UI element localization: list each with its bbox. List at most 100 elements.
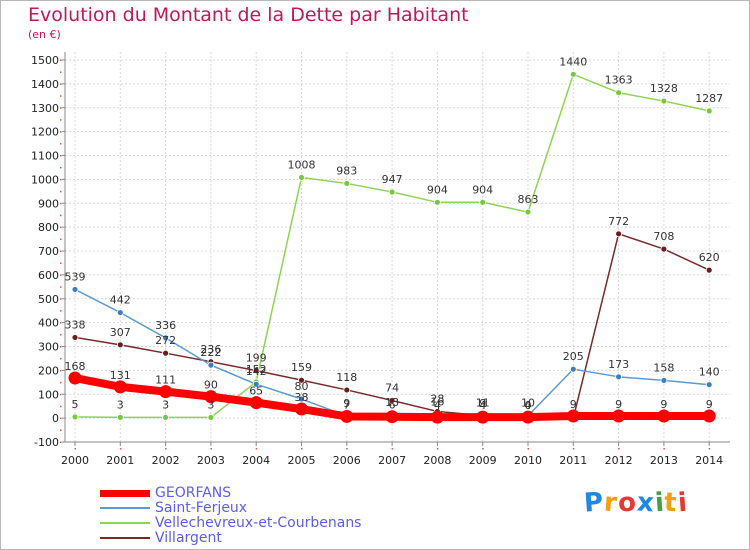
- data-label-saint-ferjeux: 222: [200, 346, 221, 359]
- data-label-villargent: 159: [291, 361, 312, 374]
- data-label-georfans: 9: [706, 398, 713, 411]
- data-label-georfans: 4: [479, 399, 486, 412]
- y-minor-tick: [60, 238, 62, 241]
- data-label-villargent: 11: [476, 396, 490, 409]
- data-point-georfans: [521, 410, 535, 424]
- y-minor-tick: [60, 155, 62, 157]
- data-point-saint-ferjeux: [252, 380, 260, 388]
- x-tick-label: 2004: [242, 454, 270, 467]
- data-label-vellechevreux-et-courbenans: 947: [382, 173, 403, 186]
- y-minor-tick: [60, 131, 62, 133]
- data-point-villargent: [298, 376, 305, 384]
- y-minor-tick: [60, 286, 62, 288]
- y-tick-label: 1300: [31, 102, 59, 115]
- data-point-georfans: [340, 409, 354, 423]
- data-point-georfans: [702, 409, 716, 423]
- logo-letter: i: [676, 487, 689, 519]
- y-minor-tick: [60, 262, 62, 264]
- y-minor-tick: [60, 298, 62, 300]
- data-label-villargent: 338: [65, 318, 86, 331]
- data-point-vellechevreux-et-courbenans: [207, 414, 215, 421]
- data-label-saint-ferjeux: 158: [653, 361, 674, 374]
- x-tick-label: 2010: [514, 454, 542, 467]
- y-minor-tick: [60, 429, 62, 432]
- data-label-vellechevreux-et-courbenans: 3: [207, 398, 214, 411]
- y-minor-tick: [60, 83, 62, 85]
- data-label-vellechevreux-et-courbenans: 1440: [559, 55, 587, 68]
- legend-label-vellechevreux: Vellechevreux-et-Courbenans: [155, 515, 362, 531]
- chart-title: Evolution du Montant de la Dette par Hab…: [28, 4, 469, 26]
- y-minor-tick: [60, 143, 62, 145]
- data-point-vellechevreux-et-courbenans: [524, 208, 532, 216]
- x-tick-label: 2002: [152, 454, 180, 467]
- x-tick-label: 2013: [650, 454, 678, 467]
- data-point-vellechevreux-et-courbenans: [298, 174, 305, 181]
- data-label-saint-ferjeux: 142: [246, 365, 267, 378]
- y-tick-label: 1000: [31, 173, 59, 186]
- y-tick-label: 100: [38, 388, 59, 401]
- logo-letter: o: [616, 487, 638, 519]
- data-label-villargent: 28: [430, 392, 444, 405]
- data-label-saint-ferjeux: 9: [479, 397, 486, 410]
- data-point-villargent: [116, 341, 124, 349]
- data-label-saint-ferjeux: 10: [521, 397, 535, 410]
- legend-swatch-saint-ferjeux: [100, 507, 150, 509]
- data-point-villargent: [343, 386, 351, 394]
- x-minor-tick: [301, 448, 303, 450]
- data-point-georfans: [566, 409, 580, 423]
- proxiti-logo: Proxiti: [582, 487, 689, 519]
- x-tick-label: 2005: [288, 454, 316, 467]
- data-point-georfans: [612, 409, 626, 423]
- data-label-saint-ferjeux: 80: [295, 380, 309, 393]
- legend-label-villargent: Villargent: [155, 530, 222, 546]
- y-minor-tick: [60, 405, 62, 408]
- y-minor-tick: [60, 417, 62, 420]
- y-tick-label: 600: [38, 269, 59, 282]
- data-label-villargent: 0: [525, 399, 532, 412]
- x-minor-tick: [663, 448, 665, 450]
- data-label-vellechevreux-et-courbenans: 1328: [650, 82, 678, 95]
- y-minor-tick: [60, 346, 62, 348]
- data-label-villargent: 74: [385, 381, 399, 394]
- data-point-villargent: [252, 367, 260, 375]
- y-tick-label: 1400: [31, 78, 59, 91]
- y-tick-label: 700: [38, 245, 59, 258]
- data-point-georfans: [430, 410, 444, 424]
- x-minor-tick: [210, 448, 212, 450]
- data-point-vellechevreux-et-courbenans: [433, 198, 441, 206]
- data-point-vellechevreux-et-courbenans: [71, 413, 79, 421]
- x-minor-tick: [119, 448, 122, 450]
- data-label-villargent: 118: [336, 371, 357, 384]
- data-label-villargent: 772: [608, 215, 629, 228]
- x-tick-label: 2007: [378, 454, 406, 467]
- data-point-vellechevreux-et-courbenans: [569, 70, 577, 78]
- y-minor-tick: [60, 202, 62, 205]
- data-point-saint-ferjeux: [207, 361, 215, 369]
- chart-unit: (en €): [28, 28, 61, 41]
- data-label-georfans: 9: [615, 398, 622, 411]
- y-minor-tick: [60, 310, 62, 312]
- data-label-vellechevreux-et-courbenans: 1008: [288, 158, 316, 171]
- data-label-saint-ferjeux: 140: [699, 366, 720, 379]
- data-label-vellechevreux-et-courbenans: 3: [117, 398, 124, 411]
- data-label-vellechevreux-et-courbenans: 904: [472, 183, 493, 196]
- data-label-georfans: 6: [389, 399, 396, 412]
- data-point-vellechevreux-et-courbenans: [388, 188, 396, 196]
- data-label-georfans: 4: [525, 399, 532, 412]
- x-minor-tick: [482, 448, 484, 450]
- data-label-villargent: 307: [110, 326, 131, 339]
- legend-label-georfans: GEORFANS: [155, 485, 232, 501]
- y-tick-label: 1500: [31, 54, 59, 67]
- logo-letter: P: [582, 487, 606, 519]
- x-tick-label: 2006: [333, 454, 361, 467]
- y-minor-tick: [60, 214, 62, 217]
- y-tick-label: 500: [38, 293, 59, 306]
- data-label-vellechevreux-et-courbenans: 904: [427, 183, 448, 196]
- data-label-vellechevreux-et-courbenans: 983: [336, 164, 357, 177]
- x-tick-label: 2001: [106, 454, 134, 467]
- data-label-georfans: 7: [343, 398, 350, 411]
- data-point-vellechevreux-et-courbenans: [615, 89, 622, 97]
- x-minor-tick: [346, 448, 348, 450]
- data-label-saint-ferjeux: 173: [608, 358, 629, 371]
- data-label-villargent: 708: [653, 230, 674, 243]
